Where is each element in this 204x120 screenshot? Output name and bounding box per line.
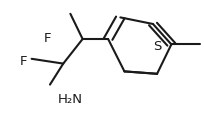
Text: S: S [153, 40, 161, 53]
Text: H₂N: H₂N [58, 93, 83, 106]
Text: F: F [44, 32, 52, 45]
Text: F: F [20, 55, 28, 68]
